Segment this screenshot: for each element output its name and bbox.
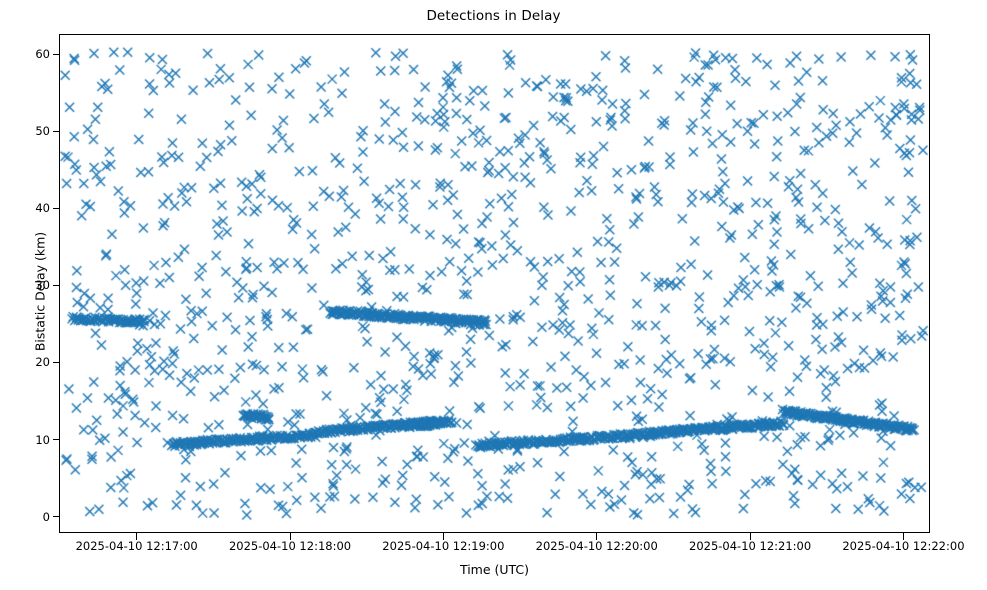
y-tick-label: 30 xyxy=(35,278,50,293)
x-tick-label: 2025-04-10 12:22:00 xyxy=(842,539,965,553)
y-tick-mark xyxy=(52,53,59,55)
y-tick-mark xyxy=(52,361,59,364)
x-tick-label: 2025-04-10 12:18:00 xyxy=(228,539,352,553)
chart-title: Detections in Delay xyxy=(426,8,561,24)
scatter-plot-canvas xyxy=(60,35,929,532)
y-tick-mark xyxy=(52,439,59,441)
x-tick-label: 2025-04-10 12:20:00 xyxy=(535,539,658,553)
x-tick-mark xyxy=(902,533,904,540)
y-tick-mark xyxy=(52,130,59,132)
x-tick-mark xyxy=(442,533,444,540)
y-tick-label: 10 xyxy=(35,432,50,447)
y-tick-label: 20 xyxy=(35,355,50,370)
x-tick-label: 2025-04-10 12:19:00 xyxy=(382,539,505,553)
y-tick-label: 60 xyxy=(35,47,50,62)
y-tick-mark xyxy=(52,207,59,209)
y-tick-label: 0 xyxy=(42,509,50,524)
x-axis-label: Time (UTC) xyxy=(459,562,530,577)
y-tick-mark xyxy=(52,284,59,286)
x-tick-label: 2025-04-10 12:17:00 xyxy=(75,539,198,553)
x-tick-mark xyxy=(136,533,138,540)
plot-area xyxy=(59,34,930,533)
y-axis-tick-labels: 0 10 20 30 40 50 60 xyxy=(0,0,50,590)
x-tick-mark xyxy=(749,533,751,540)
y-tick-label: 50 xyxy=(35,124,50,139)
x-tick-mark xyxy=(596,533,598,540)
y-tick-label: 40 xyxy=(35,201,50,216)
y-tick-mark xyxy=(52,516,59,518)
x-tick-mark xyxy=(289,533,291,540)
x-tick-label: 2025-04-10 12:21:00 xyxy=(689,539,812,553)
